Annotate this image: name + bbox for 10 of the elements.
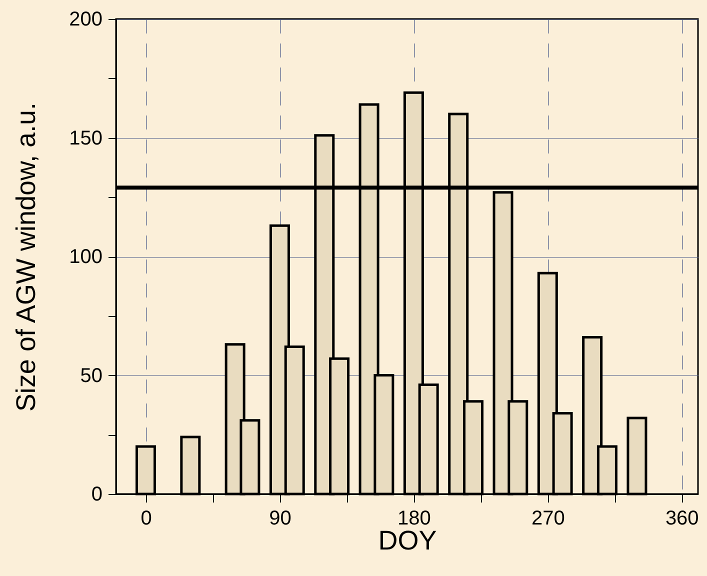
y-tick-label: 0 (91, 484, 102, 506)
x-tick-label: 90 (269, 508, 292, 530)
x-tick-label: 270 (531, 508, 565, 530)
y-tick-label: 100 (69, 246, 102, 268)
y-axis-title: Size of AGW window, a.u. (11, 102, 42, 412)
y-tick-label: 200 (69, 8, 102, 30)
x-tick-label: 0 (140, 508, 152, 530)
x-tick-label: 360 (665, 508, 699, 530)
y-tick-label: 50 (80, 364, 102, 387)
y-tick-label: 150 (69, 127, 102, 150)
